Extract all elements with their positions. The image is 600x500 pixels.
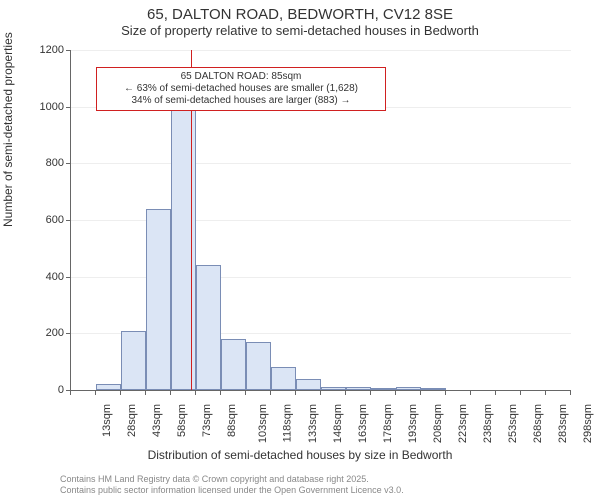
x-tick-label: 208sqm <box>432 404 444 443</box>
x-tick-label: 43sqm <box>151 404 163 437</box>
histogram-bar <box>296 379 321 390</box>
x-tick-label: 58sqm <box>176 404 188 437</box>
footer-line-1: Contains HM Land Registry data © Crown c… <box>60 474 404 485</box>
chart-footer: Contains HM Land Registry data © Crown c… <box>60 474 404 496</box>
x-tick-mark <box>295 390 296 395</box>
x-tick-label: 73sqm <box>201 404 213 437</box>
y-tick-mark <box>66 163 71 164</box>
y-tick-label: 0 <box>24 384 64 396</box>
histogram-bar <box>121 331 146 391</box>
x-tick-mark <box>445 390 446 395</box>
y-tick-mark <box>66 50 71 51</box>
grid-line <box>71 50 571 51</box>
x-tick-mark <box>195 390 196 395</box>
x-tick-label: 13sqm <box>101 404 113 437</box>
x-tick-mark <box>270 390 271 395</box>
grid-line <box>71 163 571 164</box>
histogram-bar <box>146 209 171 390</box>
y-tick-label: 200 <box>24 327 64 339</box>
histogram-bar <box>171 110 196 391</box>
histogram-bar <box>271 367 296 390</box>
x-tick-label: 253sqm <box>507 404 519 443</box>
x-tick-mark <box>95 390 96 395</box>
chart-container: 65, DALTON ROAD, BEDWORTH, CV12 8SE Size… <box>0 0 600 500</box>
x-tick-mark <box>545 390 546 395</box>
x-tick-mark <box>220 390 221 395</box>
x-tick-mark <box>395 390 396 395</box>
x-tick-label: 298sqm <box>582 404 594 443</box>
y-tick-label: 1200 <box>24 44 64 56</box>
plot-area: 65 DALTON ROAD: 85sqm← 63% of semi-detac… <box>70 50 571 391</box>
x-tick-label: 178sqm <box>382 404 394 443</box>
histogram-bar <box>196 265 221 390</box>
x-tick-label: 148sqm <box>332 404 344 443</box>
y-tick-mark <box>66 107 71 108</box>
x-axis-label: Distribution of semi-detached houses by … <box>0 448 600 462</box>
footer-line-2: Contains public sector information licen… <box>60 485 404 496</box>
x-tick-label: 88sqm <box>226 404 238 437</box>
x-tick-label: 223sqm <box>457 404 469 443</box>
x-tick-mark <box>495 390 496 395</box>
x-tick-mark <box>70 390 71 395</box>
x-tick-label: 268sqm <box>532 404 544 443</box>
x-tick-marks <box>70 390 570 395</box>
y-tick-label: 800 <box>24 157 64 169</box>
x-tick-mark <box>320 390 321 395</box>
x-tick-label: 193sqm <box>407 404 419 443</box>
y-tick-label: 600 <box>24 214 64 226</box>
x-tick-mark <box>145 390 146 395</box>
title-line-1: 65, DALTON ROAD, BEDWORTH, CV12 8SE <box>0 6 600 23</box>
y-tick-mark <box>66 333 71 334</box>
histogram-bar <box>246 342 271 390</box>
histogram-bar <box>221 339 246 390</box>
x-tick-mark <box>245 390 246 395</box>
annotation-line-2: ← 63% of semi-detached houses are smalle… <box>103 83 379 95</box>
annotation-box: 65 DALTON ROAD: 85sqm← 63% of semi-detac… <box>96 67 386 111</box>
annotation-line-3: 34% of semi-detached houses are larger (… <box>103 95 379 107</box>
annotation-line-1: 65 DALTON ROAD: 85sqm <box>103 71 379 83</box>
x-tick-label: 28sqm <box>126 404 138 437</box>
y-axis-label: Number of semi-detached properties <box>1 32 15 227</box>
x-tick-mark <box>370 390 371 395</box>
x-tick-mark <box>420 390 421 395</box>
x-tick-label: 163sqm <box>357 404 369 443</box>
title-line-2: Size of property relative to semi-detach… <box>0 23 600 38</box>
y-tick-label: 400 <box>24 271 64 283</box>
y-tick-mark <box>66 277 71 278</box>
y-tick-mark <box>66 220 71 221</box>
x-tick-label: 283sqm <box>557 404 569 443</box>
y-tick-label: 1000 <box>24 101 64 113</box>
x-tick-mark <box>345 390 346 395</box>
chart-title: 65, DALTON ROAD, BEDWORTH, CV12 8SE Size… <box>0 6 600 38</box>
x-tick-label: 118sqm <box>281 404 293 442</box>
x-tick-mark <box>170 390 171 395</box>
x-tick-mark <box>120 390 121 395</box>
x-tick-mark <box>520 390 521 395</box>
x-tick-mark <box>470 390 471 395</box>
x-tick-mark <box>570 390 571 395</box>
x-tick-label: 133sqm <box>307 404 319 443</box>
x-tick-label: 103sqm <box>257 404 269 443</box>
x-tick-label: 238sqm <box>482 404 494 443</box>
